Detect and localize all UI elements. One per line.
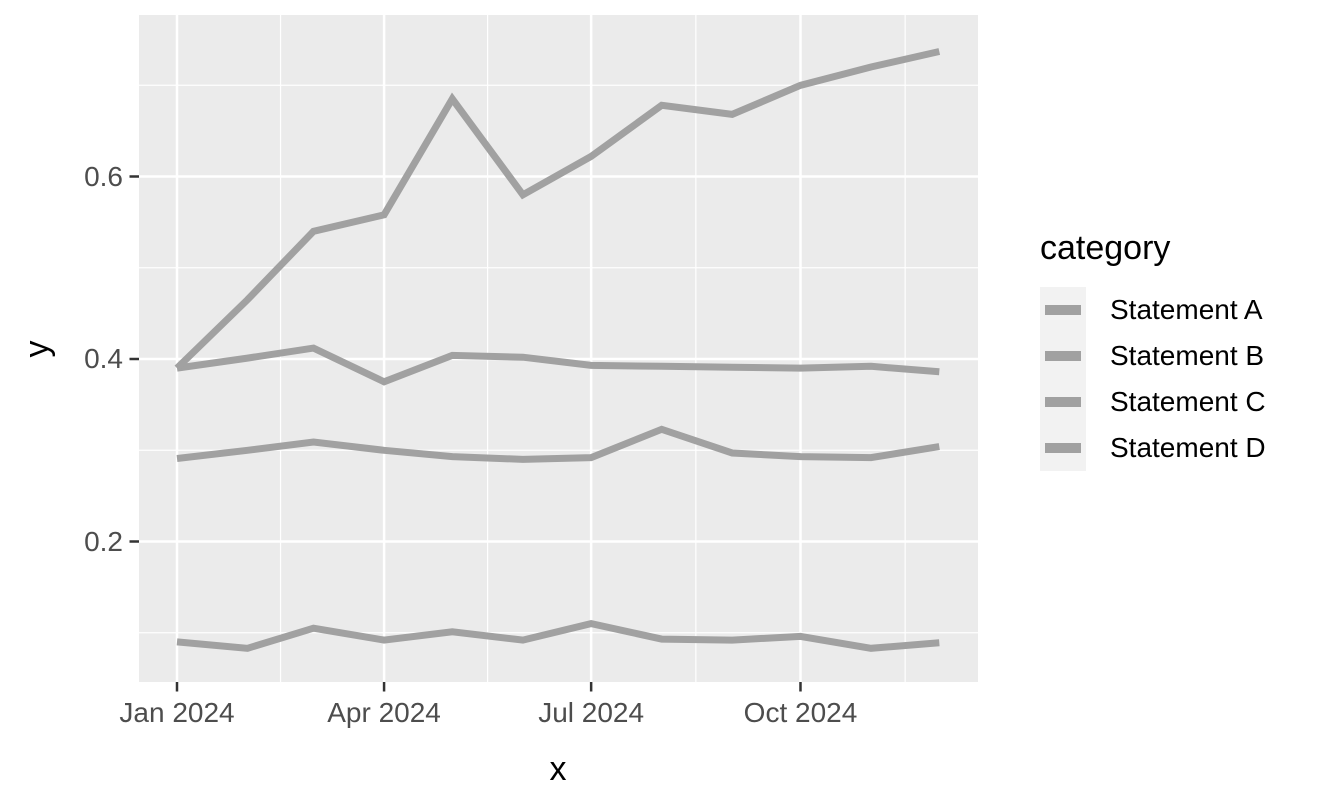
- legend-item-label: Statement B: [1110, 340, 1265, 371]
- x-tick-label: Jul 2024: [538, 697, 645, 728]
- legend-item: Statement B: [1040, 333, 1266, 379]
- legend-item-label: Statement D: [1110, 432, 1266, 463]
- x-tick-label: Apr 2024: [327, 697, 441, 728]
- legend-item: Statement C: [1040, 379, 1266, 425]
- legend-items: Statement A Statement B Statement C Stateme…: [1040, 287, 1266, 471]
- line-statement-d: [174, 48, 941, 371]
- line-statement-c: [176, 620, 940, 652]
- y-tick-label: 0.2: [84, 525, 123, 557]
- y-tick-label: 0.6: [84, 160, 123, 192]
- legend-line-swatch-icon: [1045, 443, 1081, 453]
- legend-item: Statement A: [1040, 287, 1266, 333]
- legend-key: [1040, 333, 1086, 379]
- line-statement-b: [176, 425, 940, 463]
- legend-item: Statement D: [1040, 425, 1266, 471]
- legend-key: [1040, 287, 1086, 333]
- legend: category Statement A Statement B Statement…: [1040, 228, 1266, 471]
- x-tick-label: Oct 2024: [743, 697, 858, 728]
- panel-background: [139, 15, 978, 682]
- legend-item-label: Statement C: [1110, 386, 1266, 417]
- x-tick-label: Jan 2024: [119, 697, 235, 728]
- legend-line-swatch-icon: [1045, 397, 1081, 407]
- line-statement-a: [176, 344, 940, 386]
- legend-key: [1040, 379, 1086, 425]
- y-tick-label: 0.4: [84, 343, 123, 374]
- x-axis-title: x: [549, 750, 567, 788]
- legend-line-swatch-icon: [1045, 351, 1081, 361]
- legend-title: category: [1040, 229, 1171, 267]
- legend-key: [1040, 425, 1086, 471]
- legend-line-swatch-icon: [1045, 305, 1081, 315]
- legend-item-label: Statement A: [1110, 294, 1263, 325]
